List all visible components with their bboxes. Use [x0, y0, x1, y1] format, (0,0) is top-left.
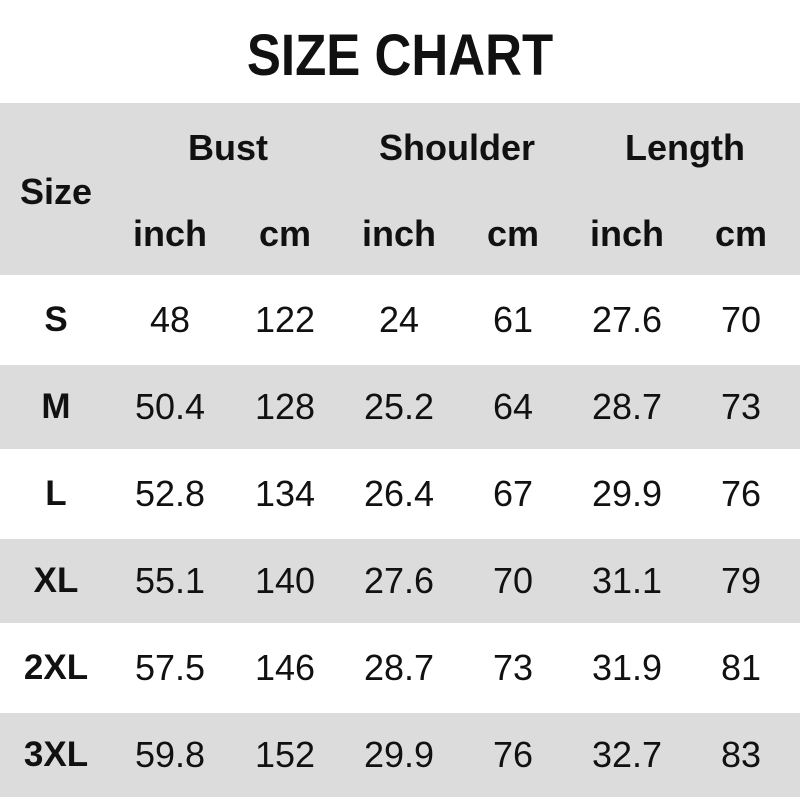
measurement-cell: 73: [492, 647, 534, 688]
measurement-cell: 73: [720, 386, 762, 427]
measurement-cell: 134: [254, 473, 316, 514]
measurement-cell: 76: [492, 734, 534, 775]
header-shoulder: Shoulder: [378, 127, 535, 168]
measurement-cell: 70: [720, 299, 762, 340]
size-label: L: [45, 474, 67, 513]
measurement-cell: 55.1: [134, 560, 206, 601]
measurement-cell: 146: [254, 647, 316, 688]
measurement-cell: 27.6: [591, 299, 663, 340]
table-row: S 48 122 24 61 27.6 70: [0, 278, 800, 362]
size-label: M: [41, 387, 71, 426]
table-row: 2XL 57.5 146 28.7 73 31.9 81: [0, 626, 800, 710]
measurement-cell: 64: [492, 386, 534, 427]
measurement-cell: 25.2: [363, 386, 435, 427]
measurement-cell: 26.4: [363, 473, 435, 514]
measurement-cell: 128: [254, 386, 316, 427]
header-length: Length: [625, 127, 745, 168]
measurement-cell: 83: [720, 734, 762, 775]
header-unit: cm: [714, 213, 768, 254]
measurement-cell: 24: [378, 299, 420, 340]
measurement-cell: 140: [254, 560, 316, 601]
table-row: L 52.8 134 26.4 67 29.9 76: [0, 452, 800, 536]
measurement-cell: 31.9: [591, 647, 663, 688]
measurement-cell: 79: [720, 560, 762, 601]
size-label: S: [44, 300, 68, 339]
measurement-cell: 32.7: [591, 734, 663, 775]
header-unit: inch: [132, 213, 207, 254]
measurement-cell: 29.9: [591, 473, 663, 514]
header-bust: Bust: [188, 127, 268, 168]
measurement-cell: 70: [492, 560, 534, 601]
measurement-cell: 28.7: [591, 386, 663, 427]
measurement-cell: 48: [149, 299, 191, 340]
table-row: M 50.4 128 25.2 64 28.7 73: [0, 365, 800, 449]
header-unit: cm: [486, 213, 540, 254]
header-size: Size: [19, 171, 93, 212]
measurement-cell: 27.6: [363, 560, 435, 601]
measurement-cell: 57.5: [134, 647, 206, 688]
measurement-cell: 122: [254, 299, 316, 340]
table-header: Size Bust Shoulder Length inch cm inch c…: [0, 103, 800, 275]
header-unit: inch: [361, 213, 436, 254]
measurement-cell: 59.8: [134, 734, 206, 775]
measurement-cell: 29.9: [363, 734, 435, 775]
size-label: 3XL: [23, 735, 89, 774]
measurement-cell: 50.4: [134, 386, 206, 427]
measurement-cell: 76: [720, 473, 762, 514]
measurement-cell: 67: [492, 473, 534, 514]
size-label: XL: [33, 561, 79, 600]
measurement-cell: 152: [254, 734, 316, 775]
measurement-cell: 31.1: [591, 560, 663, 601]
measurement-cell: 61: [492, 299, 534, 340]
measurement-cell: 28.7: [363, 647, 435, 688]
page-title: SIZE CHART: [246, 23, 554, 88]
measurement-cell: 81: [720, 647, 762, 688]
table-row: XL 55.1 140 27.6 70 31.1 79: [0, 539, 800, 623]
size-label: 2XL: [23, 648, 89, 687]
header-unit: cm: [258, 213, 312, 254]
measurement-cell: 52.8: [134, 473, 206, 514]
table-row: 3XL 59.8 152 29.9 76 32.7 83: [0, 713, 800, 797]
header-unit: inch: [589, 213, 664, 254]
